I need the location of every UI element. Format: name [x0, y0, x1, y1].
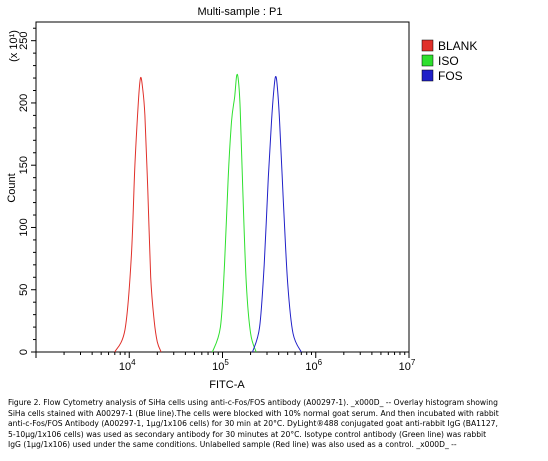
y-tick-label: 50: [18, 284, 30, 296]
series-line-blank: [114, 76, 162, 353]
caption-line: IgG (1μg/1x106) used under the same cond…: [8, 440, 457, 450]
legend-swatch-iso: [421, 54, 434, 67]
legend-label-iso: ISO: [438, 54, 459, 68]
y-multiplier-label: (x 10¹): [8, 30, 20, 62]
x-tick-label: 105: [212, 358, 229, 373]
histogram-chart: Multi-sample : P1 (x 10¹) Count FITC-A 0…: [6, 6, 477, 391]
x-tick-label: 106: [305, 358, 322, 373]
x-tick-label: 104: [119, 358, 136, 373]
x-tick-label: 107: [399, 358, 416, 373]
y-tick-label: 250: [18, 31, 30, 49]
legend-label-fos: FOS: [438, 69, 463, 83]
y-tick-label: 100: [18, 218, 30, 236]
chart-title: Multi-sample : P1: [198, 6, 283, 18]
caption-line: 5-10μg/1x106 cells) was used as secondar…: [8, 429, 487, 439]
figure-caption: Figure 2. Flow Cytometry analysis of SiH…: [8, 398, 542, 451]
legend-swatch-fos: [421, 69, 434, 82]
x-axis-label: FITC-A: [209, 379, 245, 391]
caption-line: anti-c-Fos/FOS Antibody (A00297-1, 1μg/1…: [8, 419, 498, 429]
legend-label-blank: BLANK: [438, 39, 477, 53]
caption-line: SiHa cells stained with A00297-1 (Blue l…: [8, 408, 499, 418]
legend-swatch-blank: [421, 39, 434, 52]
caption-line: Figure 2. Flow Cytometry analysis of SiH…: [8, 398, 498, 407]
y-axis-label: Count: [6, 173, 18, 202]
y-tick-label: 200: [18, 94, 30, 112]
y-tick-label: 150: [18, 156, 30, 174]
series-line-fos: [252, 75, 302, 353]
series-line-iso: [211, 73, 257, 353]
y-tick-label: 0: [18, 349, 30, 355]
